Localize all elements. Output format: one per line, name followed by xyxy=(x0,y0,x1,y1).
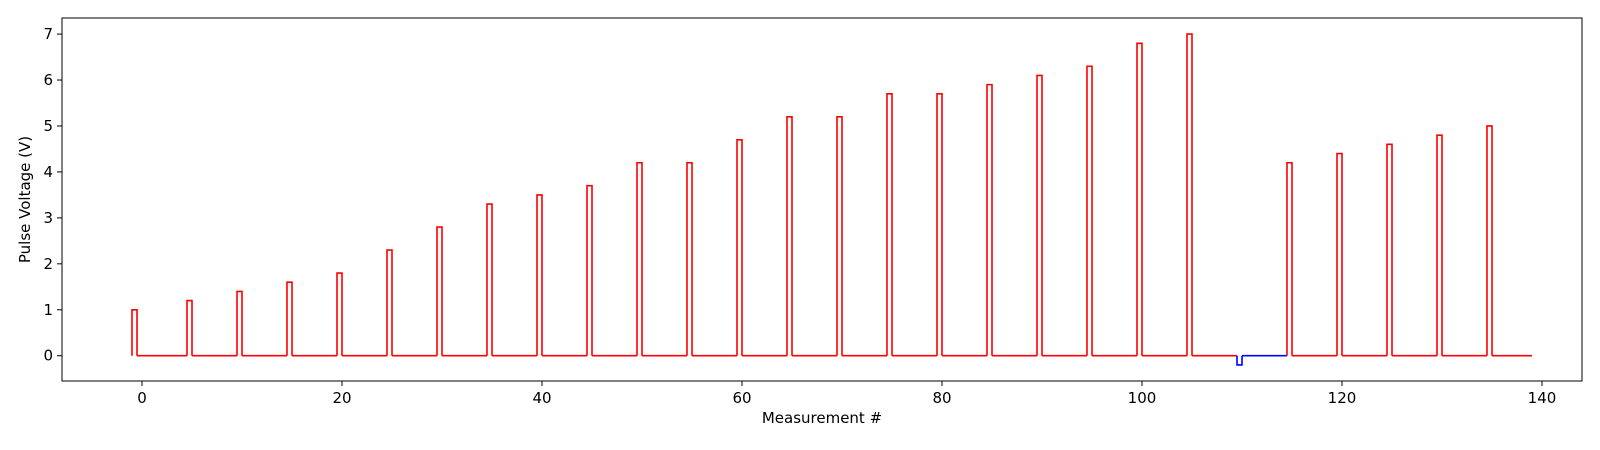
pulse-0-24 xyxy=(1386,143,1393,356)
pulse-0-6 xyxy=(436,226,443,356)
pulse-0-3 xyxy=(286,281,293,356)
y-tick-label: 0 xyxy=(43,347,53,365)
x-tick-label: 100 xyxy=(1128,389,1157,407)
pulse-0-2 xyxy=(236,290,243,356)
x-axis-label: Measurement # xyxy=(762,409,882,427)
y-tick-label: 3 xyxy=(43,209,53,227)
pulse-0-9 xyxy=(586,184,593,356)
pulse-0-15 xyxy=(886,93,893,356)
pulse-0-16 xyxy=(936,93,943,356)
pulse-0-7 xyxy=(486,203,493,356)
pulse-0-14 xyxy=(836,115,843,356)
pulse-0-18 xyxy=(1036,74,1043,356)
pulse-0-20 xyxy=(1136,42,1143,356)
pulse-0-10 xyxy=(636,161,643,356)
plot-frame xyxy=(61,17,1583,382)
y-axis-label: Pulse Voltage (V) xyxy=(16,136,34,263)
pulse-0-11 xyxy=(686,161,693,356)
pulse-0-19 xyxy=(1086,65,1093,356)
pulse-0-25 xyxy=(1436,134,1443,356)
x-tick-label: 40 xyxy=(532,389,551,407)
pulse-0-0 xyxy=(131,308,138,356)
y-tick-label: 6 xyxy=(43,71,53,89)
x-axis-ticks: 0 20 40 60 80 100 120 140 xyxy=(137,381,1556,407)
pulse-0-8 xyxy=(536,194,543,356)
pulse-0-23 xyxy=(1336,152,1343,356)
pulse-0-12 xyxy=(736,138,743,356)
pulse-0-5 xyxy=(386,249,393,356)
x-tick-label: 20 xyxy=(332,389,351,407)
pulse-0-4 xyxy=(336,272,343,356)
x-tick-label: 140 xyxy=(1528,389,1557,407)
x-tick-label: 0 xyxy=(137,389,147,407)
pulse-1-0 xyxy=(1236,355,1243,366)
y-tick-label: 4 xyxy=(43,163,53,181)
pulse-0-13 xyxy=(786,115,793,356)
x-tick-label: 120 xyxy=(1328,389,1357,407)
pulse-0-26 xyxy=(1486,125,1493,356)
y-tick-label: 1 xyxy=(43,301,53,319)
y-tick-label: 5 xyxy=(43,117,53,135)
x-tick-label: 80 xyxy=(932,389,951,407)
y-axis-ticks: 0 1 2 3 4 5 6 7 xyxy=(43,25,62,365)
y-tick-label: 2 xyxy=(43,255,53,273)
y-tick-label: 7 xyxy=(43,25,53,43)
pulse-0-1 xyxy=(186,299,193,356)
pulse-0-22 xyxy=(1286,161,1293,356)
pulse-0-17 xyxy=(986,83,993,356)
pulse-0-21 xyxy=(1186,33,1193,356)
x-tick-label: 60 xyxy=(732,389,751,407)
series-layer xyxy=(131,33,1532,366)
